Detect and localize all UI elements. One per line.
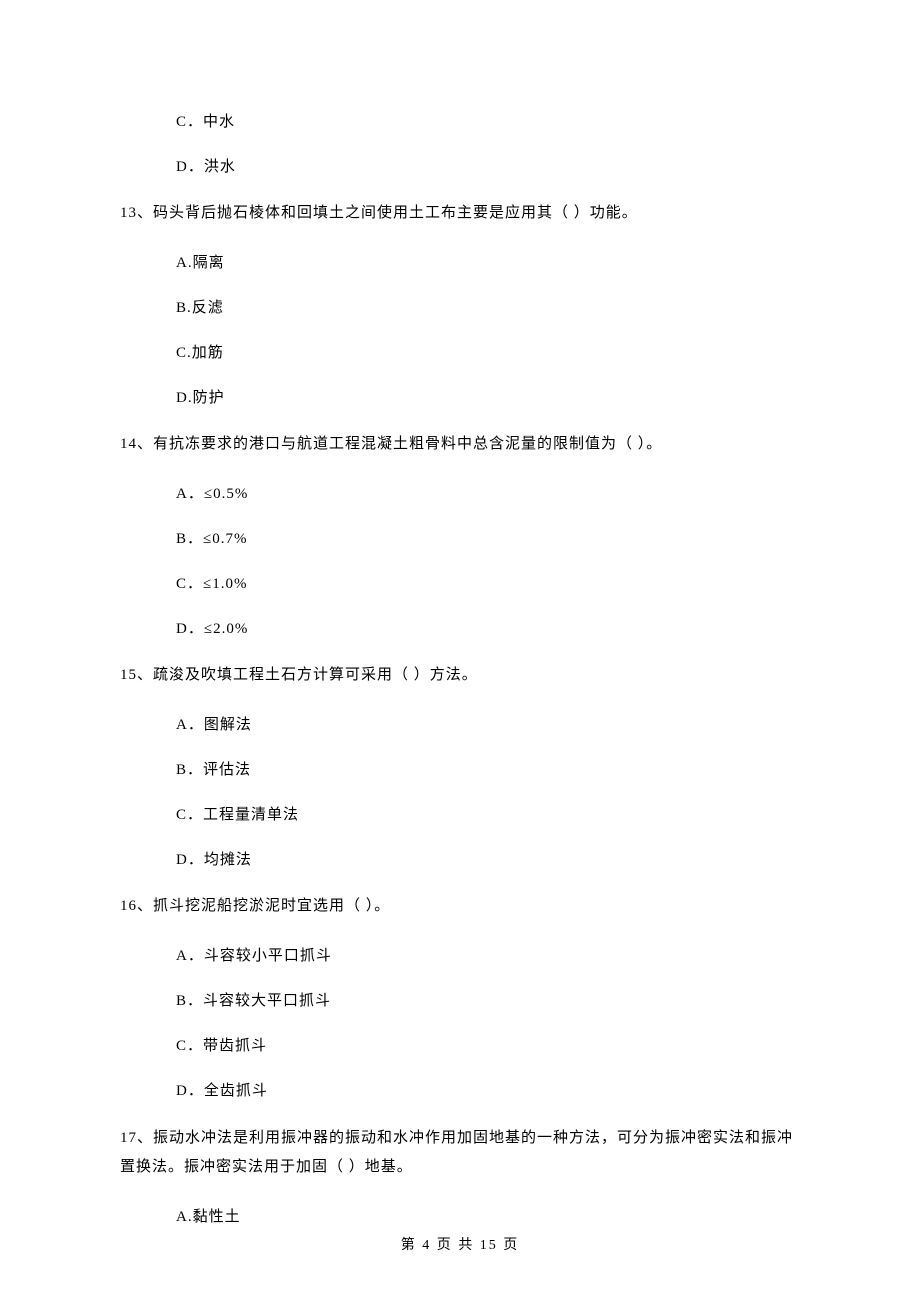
question-17-stem: 17、振动水冲法是利用振冲器的振动和水冲作用加固地基的一种方法，可分为振冲密实法… xyxy=(120,1124,800,1181)
question-14-option-b: B．≤0.7% xyxy=(176,527,800,548)
orphan-option-d: D．洪水 xyxy=(176,155,800,176)
question-15-option-c: C．工程量清单法 xyxy=(176,803,800,824)
question-13-option-d: D.防护 xyxy=(176,386,800,407)
question-14-option-a: A．≤0.5% xyxy=(176,482,800,503)
question-15-option-b: B．评估法 xyxy=(176,758,800,779)
question-16-option-d: D．全齿抓斗 xyxy=(176,1079,800,1100)
question-16-stem: 16、抓斗挖泥船挖淤泥时宜选用（ ）。 xyxy=(120,893,800,920)
question-16-option-a: A．斗容较小平口抓斗 xyxy=(176,944,800,965)
question-13-option-b: B.反滤 xyxy=(176,296,800,317)
page-content: C．中水 D．洪水 13、码头背后抛石棱体和回填土之间使用土工布主要是应用其（ … xyxy=(0,0,920,1226)
question-13-option-a: A.隔离 xyxy=(176,251,800,272)
page-footer: 第 4 页 共 15 页 xyxy=(0,1234,920,1254)
question-15-option-a: A．图解法 xyxy=(176,713,800,734)
question-13-stem: 13、码头背后抛石棱体和回填土之间使用土工布主要是应用其（ ）功能。 xyxy=(120,200,800,227)
question-16-option-c: C．带齿抓斗 xyxy=(176,1034,800,1055)
question-15-option-d: D．均摊法 xyxy=(176,848,800,869)
question-14-option-d: D．≤2.0% xyxy=(176,617,800,638)
question-16-option-b: B．斗容较大平口抓斗 xyxy=(176,989,800,1010)
question-13-option-c: C.加筋 xyxy=(176,341,800,362)
orphan-option-c: C．中水 xyxy=(176,110,800,131)
question-17-option-a: A.黏性土 xyxy=(176,1205,800,1226)
question-14-option-c: C．≤1.0% xyxy=(176,572,800,593)
question-15-stem: 15、疏浚及吹填工程土石方计算可采用（ ）方法。 xyxy=(120,662,800,689)
question-14-stem: 14、有抗冻要求的港口与航道工程混凝土粗骨料中总含泥量的限制值为（ ）。 xyxy=(120,431,800,458)
